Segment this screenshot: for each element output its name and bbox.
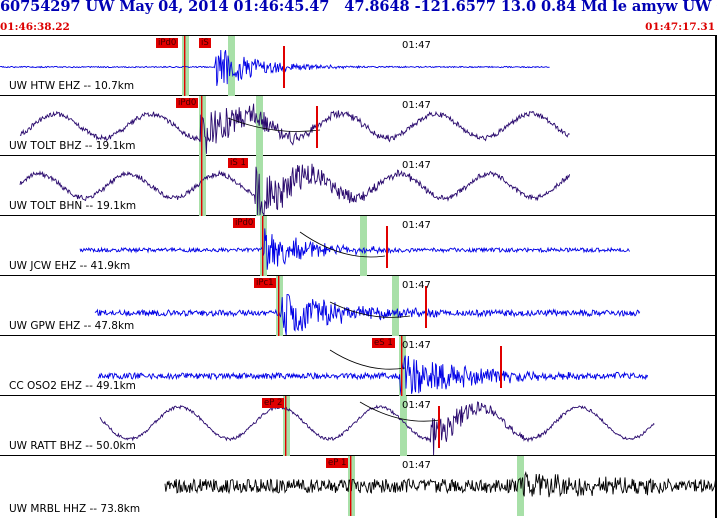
- station-label: UW GPW EHZ -- 47.8km: [9, 320, 135, 332]
- minute-mark: 01:47: [402, 100, 431, 111]
- model-curve: [227, 117, 321, 132]
- pick-window: [256, 96, 263, 156]
- pick-line: [201, 96, 203, 156]
- pick-window: [199, 156, 206, 216]
- waveform-line: [97, 355, 649, 396]
- waveform-trace: [19, 96, 570, 156]
- waveform-trace: [99, 396, 655, 456]
- waveform-line: [0, 49, 550, 86]
- pick-line: [184, 36, 186, 96]
- pick-label[interactable]: iPd0: [156, 38, 179, 48]
- station-label: UW TOLT BHN -- 19.1km: [9, 200, 137, 212]
- end-time: 01:47:17.31: [645, 21, 715, 33]
- waveform-line: [164, 471, 717, 498]
- pick-label[interactable]: iS 1: [228, 158, 248, 168]
- model-curve: [329, 301, 411, 318]
- station-label: CC OSO2 EHZ -- 49.1km: [9, 380, 136, 392]
- pick-window: [392, 276, 399, 336]
- pick-line: [350, 456, 352, 516]
- panel-htw-ehz[interactable]: 01:47 iPd0 iS UW HTW EHZ -- 10.7km: [0, 36, 717, 96]
- minute-mark: 01:47: [402, 220, 431, 231]
- pick-line: [262, 216, 264, 276]
- pick-label[interactable]: iPc1: [254, 278, 276, 288]
- panel-gpw-ehz[interactable]: 01:47 iPc1 UW GPW EHZ -- 47.8km: [0, 276, 717, 336]
- waveform-line: [94, 294, 641, 336]
- panel-oso2-ehz[interactable]: 01:47 eS 1 CC OSO2 EHZ -- 49.1km: [0, 336, 717, 396]
- minute-mark: 01:47: [402, 40, 431, 51]
- pick-window: [276, 276, 283, 336]
- pick-marker: [316, 106, 318, 148]
- pick-label[interactable]: eP 1: [326, 458, 349, 468]
- pick-marker: [283, 46, 285, 88]
- pick-window: [182, 36, 189, 96]
- station-label: UW TOLT BHZ -- 19.1km: [9, 140, 136, 152]
- right-border: [715, 36, 717, 518]
- minute-mark: 01:47: [402, 460, 431, 471]
- minute-mark: 01:47: [402, 280, 431, 291]
- pick-label[interactable]: iPd0: [176, 98, 199, 108]
- waveform-trace: [0, 36, 550, 96]
- pick-label[interactable]: eP 2: [262, 398, 285, 408]
- waveform-line: [79, 228, 630, 270]
- top-divider: [0, 35, 717, 36]
- pick-window: [283, 396, 290, 456]
- panel-tolt-bhz[interactable]: 01:47 iPd0 UW TOLT BHZ -- 19.1km: [0, 96, 717, 156]
- minute-mark: 01:47: [402, 160, 431, 171]
- pick-line: [285, 396, 287, 456]
- station-label: UW JCW EHZ -- 41.9km: [9, 260, 131, 272]
- waveform-trace: [79, 216, 630, 276]
- model-curve: [359, 401, 441, 422]
- waveform-line: [19, 103, 570, 156]
- pick-marker: [500, 346, 502, 388]
- station-label: UW HTW EHZ -- 10.7km: [9, 80, 135, 92]
- pick-window: [360, 216, 367, 276]
- model-curve: [299, 231, 386, 258]
- waveform-line: [19, 163, 571, 216]
- event-header: 60754297 UW May 04, 2014 01:46:45.47 47.…: [0, 0, 717, 15]
- pick-line: [201, 156, 203, 216]
- pick-window: [260, 216, 267, 276]
- panel-jcw-ehz[interactable]: 01:47 iPd0 UW JCW EHZ -- 41.9km: [0, 216, 717, 276]
- waveform-trace: [164, 456, 717, 516]
- pick-marker: [438, 406, 440, 448]
- waveform-line: [99, 401, 655, 456]
- panel-ratt-bhz[interactable]: 01:47 eP 2 UW RATT BHZ -- 50.0km: [0, 396, 717, 456]
- minute-mark: 01:47: [402, 340, 431, 351]
- waveform-trace: [19, 156, 571, 216]
- pick-line: [401, 336, 403, 396]
- start-time: 01:46:38.22: [0, 21, 70, 33]
- panel-mrbl-hhz[interactable]: 01:47 eP 1 UW MRBL HHZ -- 73.8km: [0, 456, 717, 518]
- pick-marker: [386, 226, 388, 268]
- waveform-trace: [94, 276, 641, 336]
- station-label: UW MRBL HHZ -- 73.8km: [9, 503, 141, 515]
- panel-tolt-bhn[interactable]: 01:47 iS 1 UW TOLT BHN -- 19.1km: [0, 156, 717, 216]
- pick-window: [400, 396, 407, 456]
- seismogram-panels: 01:47 iPd0 iS UW HTW EHZ -- 10.7km 01:47…: [0, 36, 717, 518]
- pick-line: [278, 276, 280, 336]
- model-curve: [329, 349, 406, 370]
- pick-label[interactable]: iS: [199, 38, 211, 48]
- pick-label[interactable]: eS 1: [372, 338, 395, 348]
- minute-mark: 01:47: [402, 400, 431, 411]
- pick-marker: [425, 286, 427, 328]
- station-label: UW RATT BHZ -- 50.0km: [9, 440, 136, 452]
- pick-label[interactable]: iPd0: [233, 218, 256, 228]
- waveform-trace: [97, 336, 649, 396]
